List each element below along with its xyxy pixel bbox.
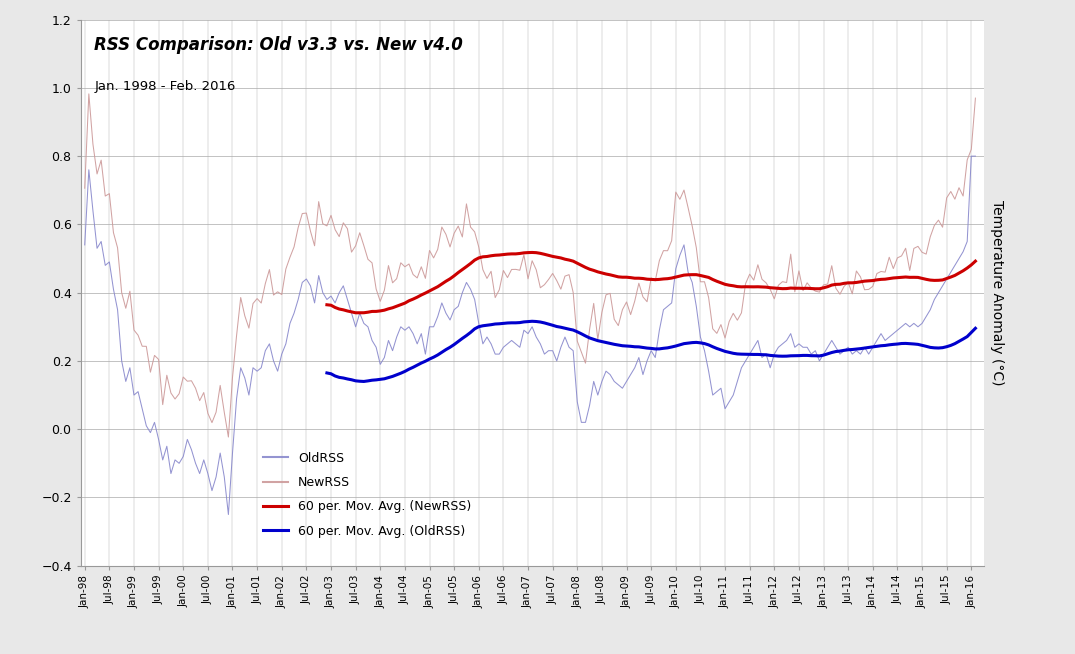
Legend: OldRSS, NewRSS, 60 per. Mov. Avg. (NewRSS), 60 per. Mov. Avg. (OldRSS): OldRSS, NewRSS, 60 per. Mov. Avg. (NewRS… [263, 452, 471, 538]
Text: Jan. 1998 - Feb. 2016: Jan. 1998 - Feb. 2016 [95, 80, 235, 93]
Y-axis label: Temperature Anomaly (°C): Temperature Anomaly (°C) [990, 200, 1004, 385]
Text: RSS Comparison: Old v3.3 vs. New v4.0: RSS Comparison: Old v3.3 vs. New v4.0 [95, 36, 463, 54]
